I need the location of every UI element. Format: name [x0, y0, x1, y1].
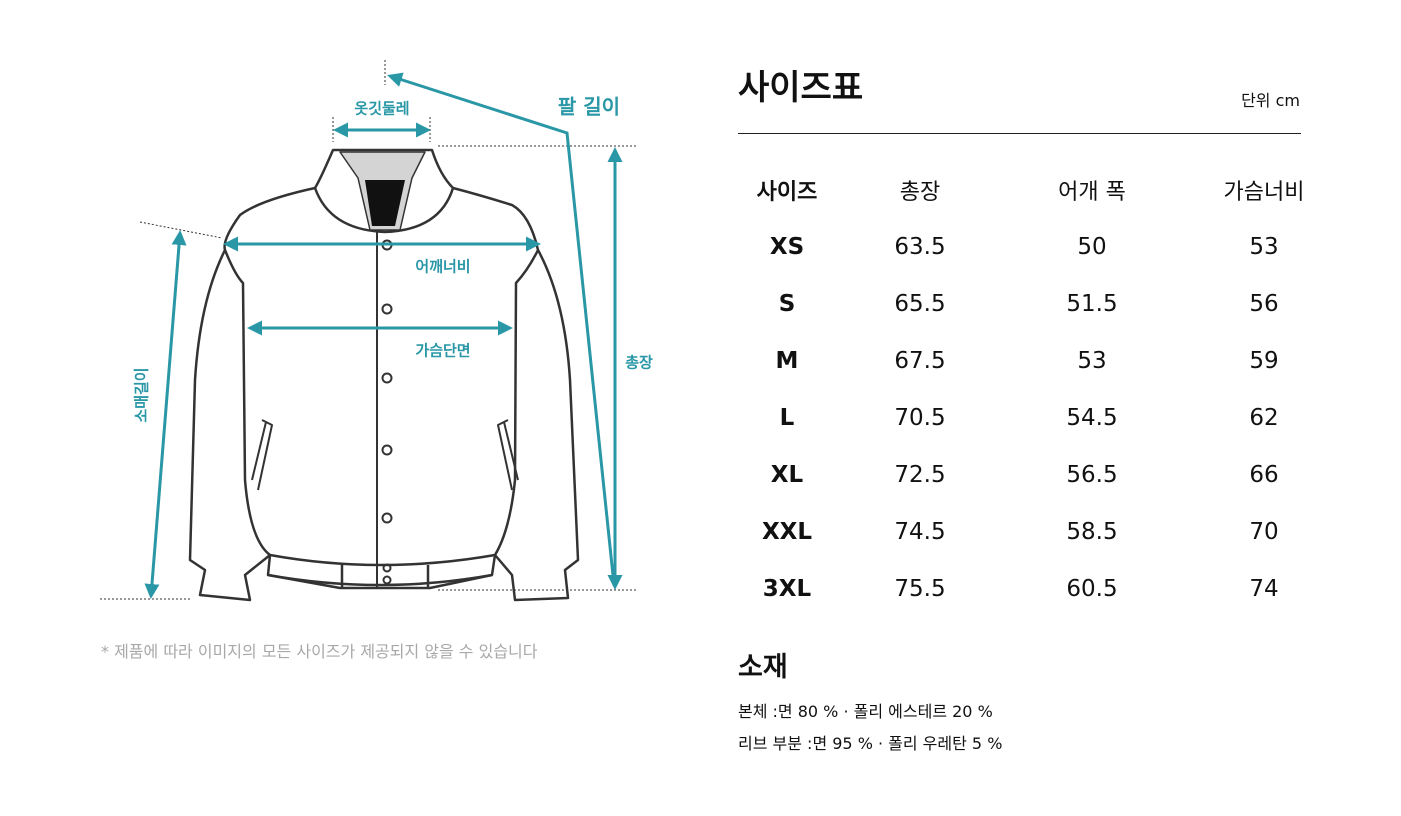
- table-cell: 66: [1249, 462, 1279, 488]
- table-cell: 51.5: [1066, 291, 1118, 317]
- waistband: [267, 553, 496, 588]
- column-header: 사이즈: [756, 180, 818, 205]
- table-cell: 53: [1249, 234, 1279, 260]
- table-cell: 74.5: [894, 519, 946, 545]
- table-cell: 56.5: [1066, 462, 1118, 488]
- table-cell: 62: [1249, 405, 1279, 431]
- table-cell: 65.5: [894, 291, 946, 317]
- size-cell: 3XL: [762, 576, 812, 602]
- column-header: 총장: [899, 180, 941, 205]
- material-title: 소재: [738, 652, 788, 683]
- sleeve-length-label: 소매길이: [132, 367, 151, 423]
- size-cell: M: [775, 348, 799, 374]
- table-cell: 56: [1249, 291, 1279, 317]
- measure-arrows: [144, 72, 623, 599]
- size-cell: XL: [770, 462, 804, 488]
- table-cell: 70: [1249, 519, 1279, 545]
- table-cell: 54.5: [1066, 405, 1118, 431]
- right-sleeve: [494, 249, 580, 602]
- chest-label: 가슴단면: [415, 341, 471, 360]
- column-header: 어개 폭: [1058, 180, 1126, 205]
- sleeve-length-arrow: [144, 230, 187, 599]
- table-cell: 75.5: [894, 576, 946, 602]
- buttons: [381, 239, 393, 585]
- jacket-size-diagram: [100, 60, 636, 602]
- table-cell: 70.5: [894, 405, 946, 431]
- collar: [313, 148, 455, 234]
- material-line: 리브 부분 :면 95 % · 폴리 우레탄 5 %: [738, 734, 1003, 753]
- size-cell: XS: [769, 234, 805, 260]
- disclaimer-note: * 제품에 따라 이미지의 모든 사이즈가 제공되지 않을 수 있습니다: [101, 642, 538, 661]
- arm-length-arrow: [387, 72, 616, 586]
- table-cell: 63.5: [894, 234, 946, 260]
- jacket-drawing: [188, 148, 580, 602]
- material-line: 본체 :면 80 % · 폴리 에스테르 20 %: [738, 702, 993, 721]
- table-cell: 72.5: [894, 462, 946, 488]
- neck-label: 옷깃둘레: [354, 99, 410, 118]
- table-cell: 60.5: [1066, 576, 1118, 602]
- size-cell: L: [779, 405, 795, 431]
- right-pocket: [497, 419, 519, 491]
- page-title: 사이즈표: [738, 68, 864, 108]
- divider: [738, 133, 1301, 134]
- size-cell: S: [778, 291, 796, 317]
- table-cell: 59: [1249, 348, 1279, 374]
- left-sleeve: [188, 249, 271, 602]
- left-pocket: [251, 419, 273, 491]
- shoulder-label: 어깨너비: [415, 257, 471, 276]
- table-cell: 53: [1077, 348, 1107, 374]
- table-cell: 50: [1077, 234, 1107, 260]
- table-cell: 74: [1249, 576, 1279, 602]
- size-cell: XXL: [761, 519, 813, 545]
- unit-label: 단위 cm: [1241, 91, 1300, 110]
- total-length-label: 총장: [625, 353, 653, 372]
- column-header: 가슴너비: [1223, 180, 1305, 205]
- table-cell: 58.5: [1066, 519, 1118, 545]
- arm-length-label: 팔 길이: [557, 94, 621, 119]
- table-cell: 67.5: [894, 348, 946, 374]
- body-outline: [223, 186, 540, 590]
